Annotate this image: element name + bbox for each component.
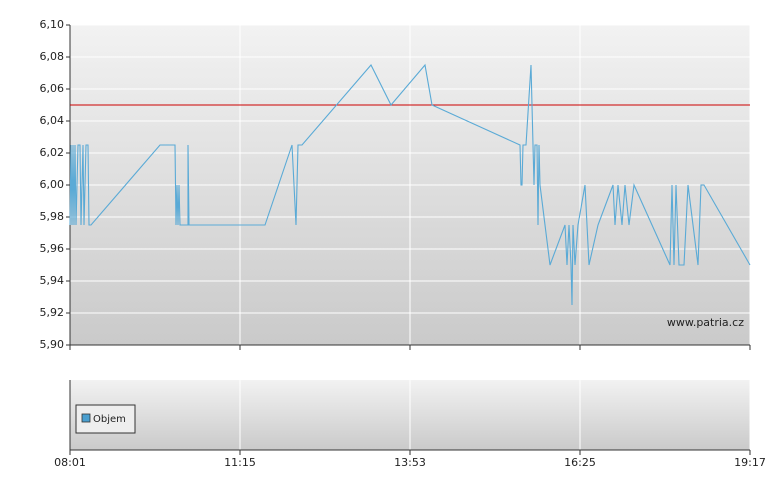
x-tick-label: 13:53 (394, 456, 426, 469)
y-tick-label: 6,02 (40, 146, 65, 159)
y-tick-label: 5,96 (40, 242, 65, 255)
y-tick-label: 5,90 (40, 338, 65, 351)
legend-label: Objem (93, 414, 126, 425)
price-line (69, 63, 751, 306)
legend-swatch (81, 413, 91, 423)
y-tick-label: 6,00 (40, 178, 65, 191)
y-tick-label: 5,92 (40, 306, 65, 319)
y-tick-label: 6,06 (40, 82, 65, 95)
watermark: www.patria.cz (667, 316, 744, 329)
x-tick-label: 19:17 (734, 456, 766, 469)
x-tick-label: 16:25 (564, 456, 596, 469)
y-tick-label: 5,98 (40, 210, 65, 223)
y-tick-label: 6,04 (40, 114, 65, 127)
x-tick-label: 08:01 (54, 456, 86, 469)
y-tick-label: 5,94 (40, 274, 65, 287)
x-tick-label: 11:15 (224, 456, 256, 469)
y-tick-label: 6,10 (40, 18, 65, 31)
y-tick-label: 6,08 (40, 50, 65, 63)
